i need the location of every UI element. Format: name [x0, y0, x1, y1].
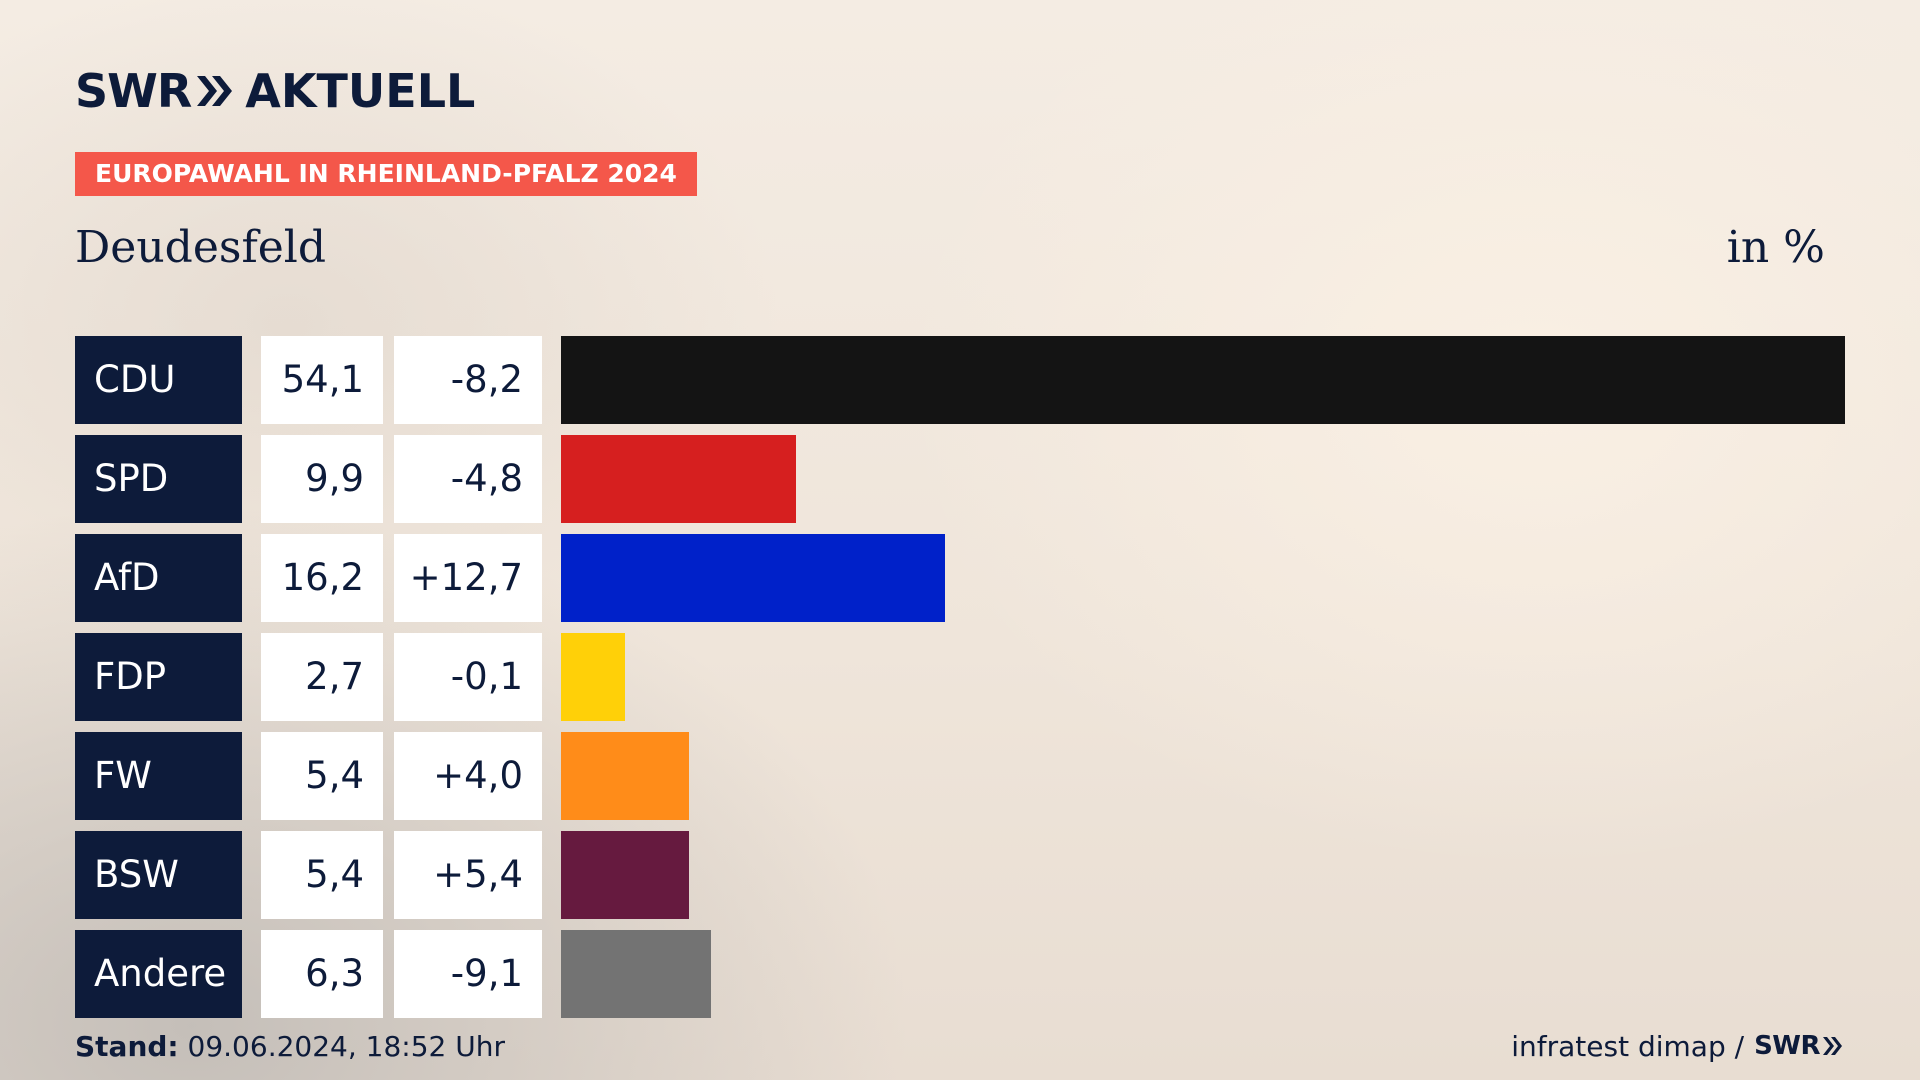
- result-row: BSW 5,4 +5,4: [75, 831, 1845, 919]
- result-row: AfD 16,2 +12,7: [75, 534, 1845, 622]
- result-row: FW 5,4 +4,0: [75, 732, 1845, 820]
- vote-share-label: 6,3: [261, 930, 383, 1018]
- double-chevron-icon: [1823, 1037, 1842, 1055]
- vote-share-label: 16,2: [261, 534, 383, 622]
- source-brand: SWR: [1754, 1031, 1820, 1061]
- result-bar: [561, 435, 796, 523]
- result-bar: [561, 930, 711, 1018]
- stand-label: Stand:: [75, 1030, 179, 1063]
- logo-swr-text: SWR: [75, 64, 192, 118]
- change-label: +12,7: [394, 534, 542, 622]
- vote-share-label: 5,4: [261, 732, 383, 820]
- result-row: FDP 2,7 -0,1: [75, 633, 1845, 721]
- results-chart: CDU 54,1 -8,2 SPD 9,9 -4,8 AfD 16,2 +12,7 FDP 2,7-…: [75, 336, 1845, 1029]
- double-chevron-icon: [197, 76, 233, 106]
- result-row: CDU 54,1 -8,2: [75, 336, 1845, 424]
- party-label: SPD: [75, 435, 242, 523]
- timestamp: Stand: 09.06.2024, 18:52 Uhr: [75, 1029, 505, 1065]
- logo-aktuell-text: AKTUELL: [245, 64, 476, 118]
- vote-share-label: 9,9: [261, 435, 383, 523]
- party-label: Andere: [75, 930, 242, 1018]
- party-label: FDP: [75, 633, 242, 721]
- result-bar: [561, 336, 1845, 424]
- vote-share-label: 54,1: [261, 336, 383, 424]
- result-bar: [561, 534, 945, 622]
- result-row: SPD 9,9 -4,8: [75, 435, 1845, 523]
- party-label: FW: [75, 732, 242, 820]
- change-label: -8,2: [394, 336, 542, 424]
- election-badge: EUROPAWAHL IN RHEINLAND-PFALZ 2024: [75, 152, 697, 196]
- vote-share-label: 5,4: [261, 831, 383, 919]
- change-label: -4,8: [394, 435, 542, 523]
- result-bar: [561, 633, 625, 721]
- unit-label: in %: [1726, 222, 1825, 273]
- result-bar: [561, 732, 689, 820]
- change-label: +5,4: [394, 831, 542, 919]
- vote-share-label: 2,7: [261, 633, 383, 721]
- swr-aktuell-logo: SWR AKTUELL: [75, 66, 475, 116]
- change-label: -0,1: [394, 633, 542, 721]
- change-label: +4,0: [394, 732, 542, 820]
- party-label: BSW: [75, 831, 242, 919]
- result-row: Andere 6,3 -9,1: [75, 930, 1845, 1018]
- party-label: AfD: [75, 534, 242, 622]
- source-text: infratest dimap /: [1511, 1029, 1745, 1063]
- result-bar: [561, 831, 689, 919]
- party-label: CDU: [75, 336, 242, 424]
- stand-value: 09.06.2024, 18:52 Uhr: [187, 1030, 505, 1063]
- source-credit: infratest dimap / SWR: [1511, 1027, 1844, 1065]
- change-label: -9,1: [394, 930, 542, 1018]
- place-title: Deudesfeld: [75, 222, 327, 273]
